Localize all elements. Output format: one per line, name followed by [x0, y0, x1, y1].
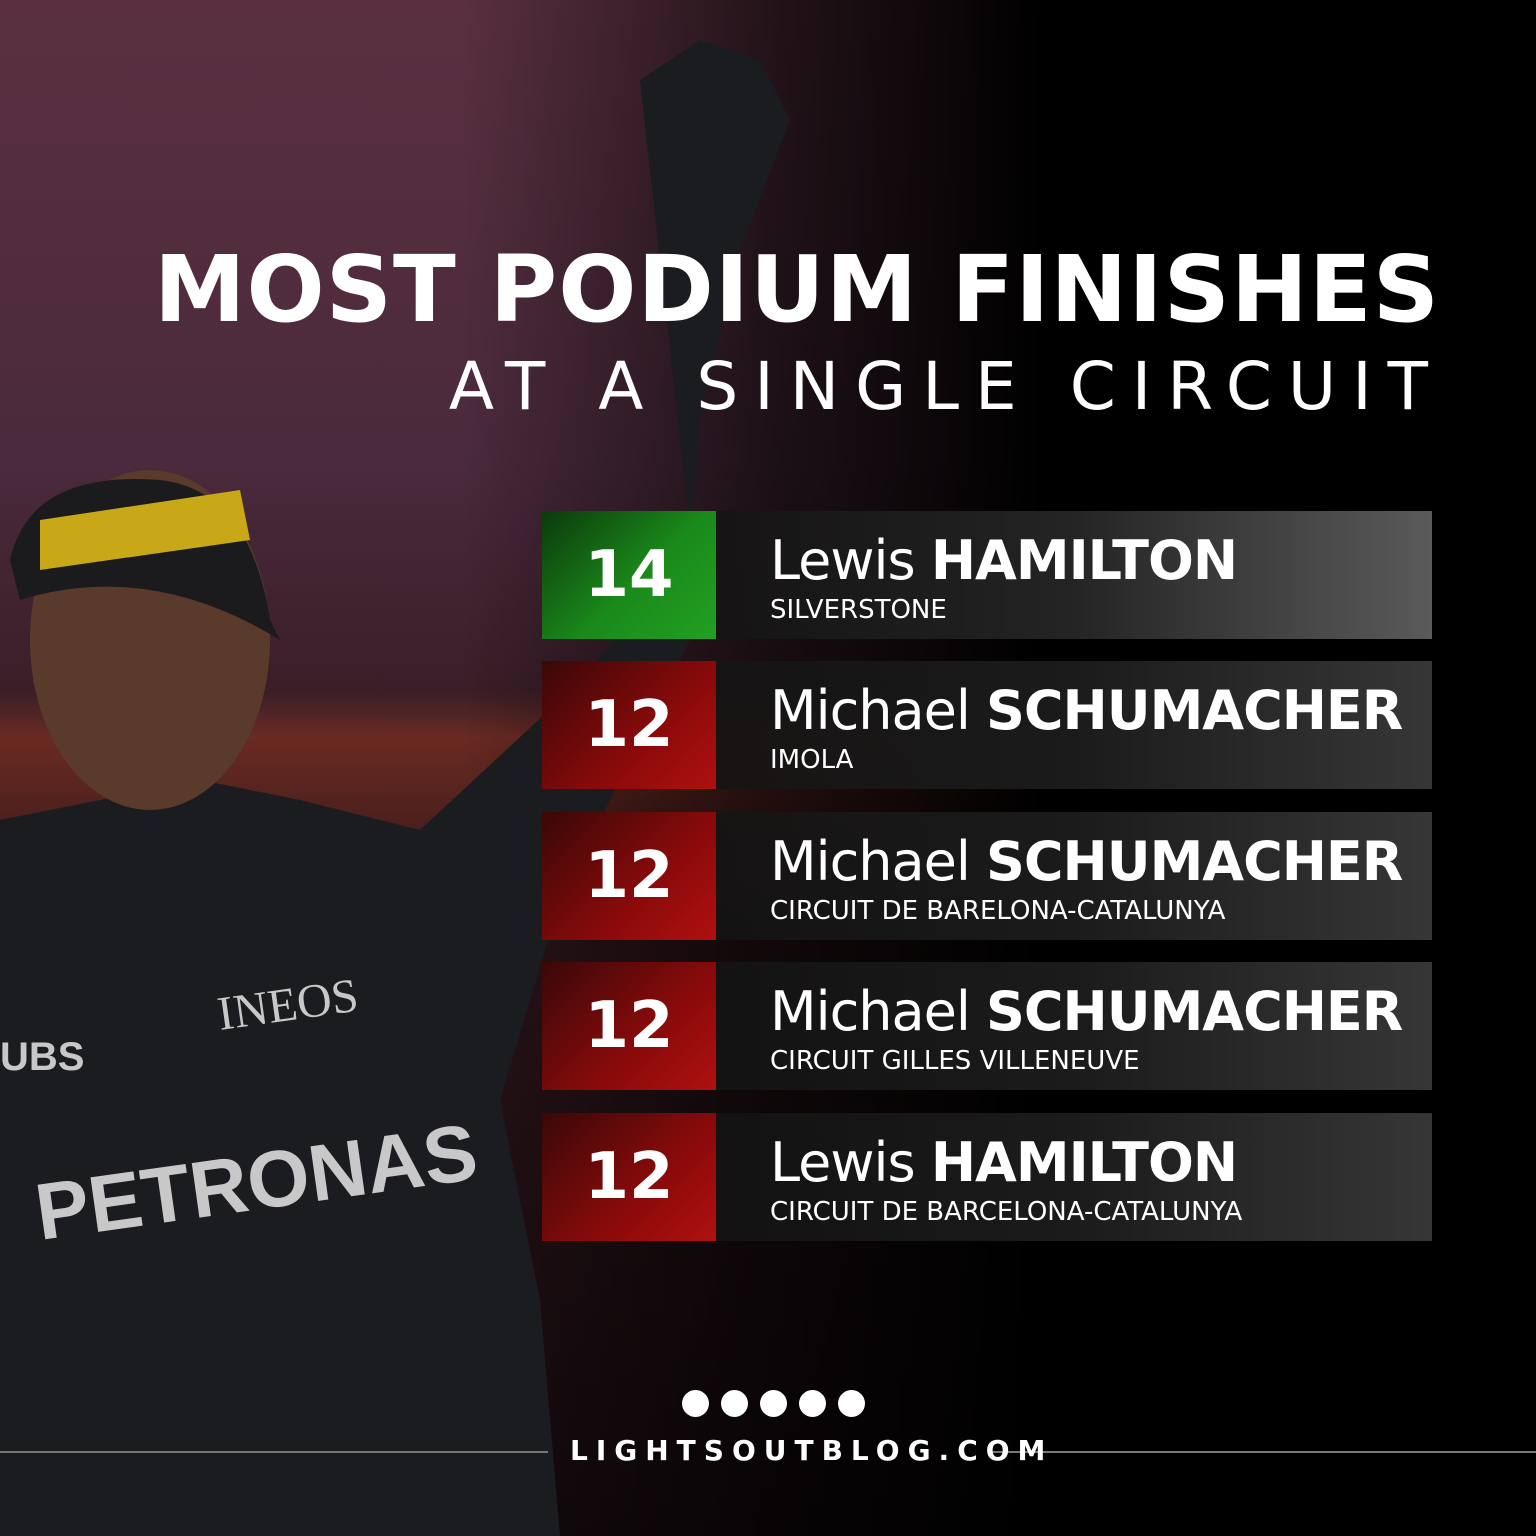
- driver-name: Lewis HAMILTON: [770, 1131, 1238, 1194]
- driver-panel: Michael SCHUMACHER CIRCUIT DE BARELONA-C…: [716, 812, 1432, 940]
- ranking-row: 12 Michael SCHUMACHER CIRCUIT DE BARELON…: [542, 812, 1432, 940]
- last-name: HAMILTON: [930, 1131, 1238, 1194]
- sponsor-logo: UBS: [0, 1035, 84, 1079]
- driver-name: Michael SCHUMACHER: [770, 980, 1403, 1043]
- podium-count: 12: [542, 962, 716, 1090]
- ranking-row: 12 Michael SCHUMACHER IMOLA: [542, 661, 1432, 789]
- ranking-row: 14 Lewis HAMILTON SILVERSTONE: [542, 511, 1432, 639]
- last-name: HAMILTON: [930, 529, 1238, 592]
- circuit-name: CIRCUIT DE BARCELONA-CATALUNYA: [770, 1197, 1243, 1227]
- first-name: Lewis: [770, 529, 916, 592]
- divider: [990, 1451, 1536, 1453]
- podium-count: 12: [542, 661, 716, 789]
- driver-panel: Michael SCHUMACHER CIRCUIT GILLES VILLEN…: [716, 962, 1432, 1090]
- last-name: SCHUMACHER: [986, 830, 1403, 893]
- first-name: Lewis: [770, 1131, 916, 1194]
- first-name: Michael: [770, 679, 971, 742]
- podium-count: 12: [542, 812, 716, 940]
- circuit-name: CIRCUIT DE BARELONA-CATALUNYA: [770, 896, 1226, 926]
- page-subtitle: AT A SINGLE CIRCUIT: [448, 348, 1444, 425]
- first-name: Michael: [770, 830, 971, 893]
- circuit-name: SILVERSTONE: [770, 595, 947, 625]
- page-title: MOST PODIUM FINISHES: [154, 236, 1440, 343]
- last-name: SCHUMACHER: [986, 679, 1403, 742]
- first-name: Michael: [770, 980, 971, 1043]
- last-name: SCHUMACHER: [986, 980, 1403, 1043]
- divider: [0, 1451, 548, 1453]
- driver-name: Lewis HAMILTON: [770, 529, 1238, 592]
- five-dots-logo-icon: [682, 1390, 865, 1417]
- podium-count: 14: [542, 511, 716, 639]
- driver-photo: PETRONAS INEOS UBS: [0, 40, 790, 1536]
- circuit-name: IMOLA: [770, 745, 854, 775]
- circuit-name: CIRCUIT GILLES VILLENEUVE: [770, 1046, 1140, 1076]
- site-name: LIGHTSOUTBLOG.COM: [570, 1434, 1054, 1467]
- driver-name: Michael SCHUMACHER: [770, 830, 1403, 893]
- podium-count: 12: [542, 1113, 716, 1241]
- ranking-row: 12 Lewis HAMILTON CIRCUIT DE BARCELONA-C…: [542, 1113, 1432, 1241]
- driver-name: Michael SCHUMACHER: [770, 679, 1403, 742]
- driver-panel: Michael SCHUMACHER IMOLA: [716, 661, 1432, 789]
- driver-panel: Lewis HAMILTON SILVERSTONE: [716, 511, 1432, 639]
- ranking-row: 12 Michael SCHUMACHER CIRCUIT GILLES VIL…: [542, 962, 1432, 1090]
- driver-panel: Lewis HAMILTON CIRCUIT DE BARCELONA-CATA…: [716, 1113, 1432, 1241]
